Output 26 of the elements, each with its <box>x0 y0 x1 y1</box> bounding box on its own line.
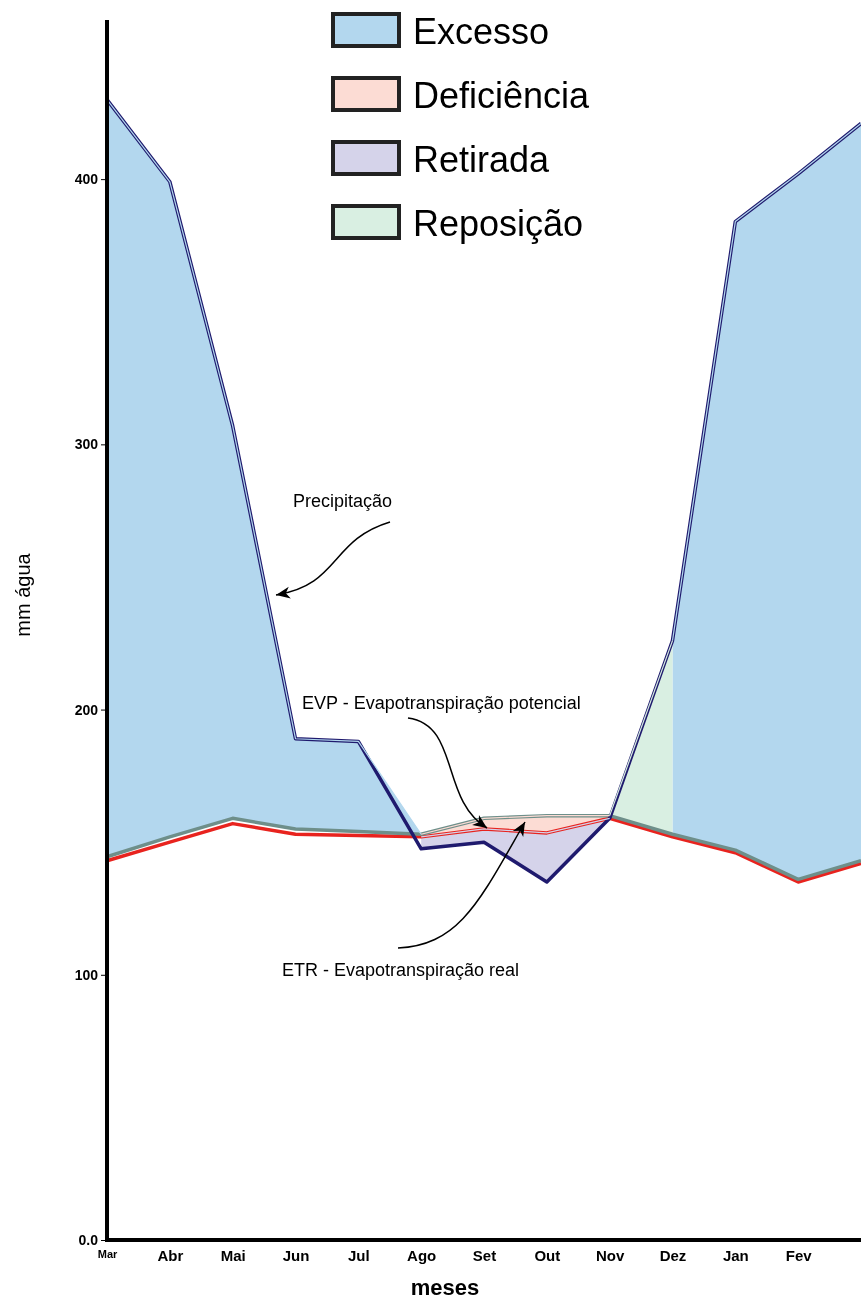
y-tick-label: 100 <box>74 966 99 983</box>
x-tick-label: Ago <box>407 1246 437 1264</box>
x-axis-title: meses <box>410 1275 480 1300</box>
legend-label: Reposição <box>413 203 584 244</box>
text: Precipitação <box>293 491 393 511</box>
y-tick-label: 400 <box>74 171 99 188</box>
x-tick-label: Mar <box>97 1247 118 1260</box>
legend-label: Deficiência <box>413 75 591 116</box>
y-tick-label: 300 <box>74 436 99 453</box>
y-tick-label: 200 <box>74 701 99 718</box>
x-tick-label: Mai <box>220 1246 246 1264</box>
x-tick-label: Dez <box>659 1246 687 1264</box>
x-tick-label: Set <box>472 1246 497 1264</box>
x-tick-label: Jan <box>722 1246 749 1264</box>
x-tick-label: Abr <box>157 1246 184 1264</box>
text: EVP - Evapotranspiração potencial <box>302 693 581 713</box>
y-tick-label: 0.0 <box>78 1231 99 1248</box>
x-tick-label: Out <box>534 1246 561 1264</box>
x-tick-label: Jul <box>347 1246 370 1264</box>
legend-label: Excesso <box>413 11 550 52</box>
x-tick-label: Nov <box>595 1246 625 1264</box>
text: ETR - Evapotranspiração real <box>282 960 520 980</box>
y-axis-title: mm água <box>12 552 34 637</box>
legend-label: Retirada <box>413 139 551 180</box>
x-tick-label: Jun <box>282 1246 310 1264</box>
x-tick-label: Fev <box>785 1246 813 1264</box>
